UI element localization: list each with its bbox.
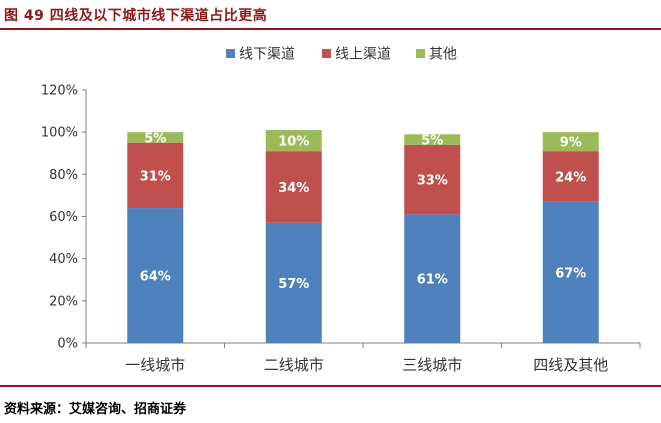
bar-3-3	[404, 134, 461, 145]
bar-1-1	[127, 208, 184, 343]
data-label-1-1: 64%	[140, 270, 171, 285]
y-tick-label: 120%	[41, 84, 78, 99]
data-label-2-4: 24%	[555, 170, 586, 185]
legend-swatch-2	[322, 49, 331, 58]
x-category-label: 一线城市	[125, 356, 185, 374]
bar-3-4	[542, 132, 599, 152]
data-label-3-4: 9%	[560, 136, 582, 151]
figure-title: 图 49 四线及以下城市线下渠道占比更高	[4, 8, 268, 24]
data-label-1-3: 61%	[417, 273, 448, 288]
x-category-label: 三线城市	[402, 356, 462, 374]
bar-1-2	[265, 222, 322, 343]
source-note: 资料来源：艾媒咨询、招商证券	[4, 402, 187, 417]
y-tick-label: 20%	[49, 294, 78, 309]
bar-2-2	[265, 151, 322, 223]
bar-1-4	[542, 201, 599, 343]
legend-swatch-1	[226, 49, 235, 58]
x-category-label: 二线城市	[264, 356, 324, 374]
y-tick-label: 80%	[49, 168, 78, 183]
bar-3-2	[265, 130, 322, 152]
y-tick-label: 60%	[49, 210, 78, 225]
bar-2-3	[404, 144, 461, 215]
legend-swatch-3	[416, 49, 425, 58]
title-rule	[0, 28, 661, 30]
data-label-3-3: 5%	[421, 134, 443, 149]
legend-label-1: 线下渠道	[239, 47, 295, 63]
bar-3-1	[127, 132, 184, 143]
bar-2-4	[542, 151, 599, 202]
data-label-3-1: 5%	[144, 131, 166, 146]
bar-1-3	[404, 214, 461, 343]
data-label-1-4: 67%	[555, 266, 586, 281]
data-label-2-2: 34%	[278, 181, 309, 196]
x-category-label: 四线及其他	[533, 356, 608, 374]
y-tick-label: 40%	[49, 252, 78, 267]
data-label-1-2: 57%	[278, 277, 309, 292]
legend-label-3: 其他	[429, 47, 457, 63]
y-tick-label: 100%	[41, 126, 78, 141]
stacked-bar-chart: 线下渠道 线上渠道 其他 0% 20% 40% 60% 80% 100% 120% 64% 31% 5%…	[41, 47, 641, 374]
y-tick-label: 0%	[57, 337, 78, 352]
footer-rule	[0, 385, 661, 387]
bar-2-1	[127, 142, 184, 209]
data-label-2-3: 33%	[417, 174, 448, 189]
data-label-3-2: 10%	[278, 135, 309, 150]
legend-label-2: 线上渠道	[335, 47, 391, 63]
data-label-2-1: 31%	[140, 169, 171, 184]
